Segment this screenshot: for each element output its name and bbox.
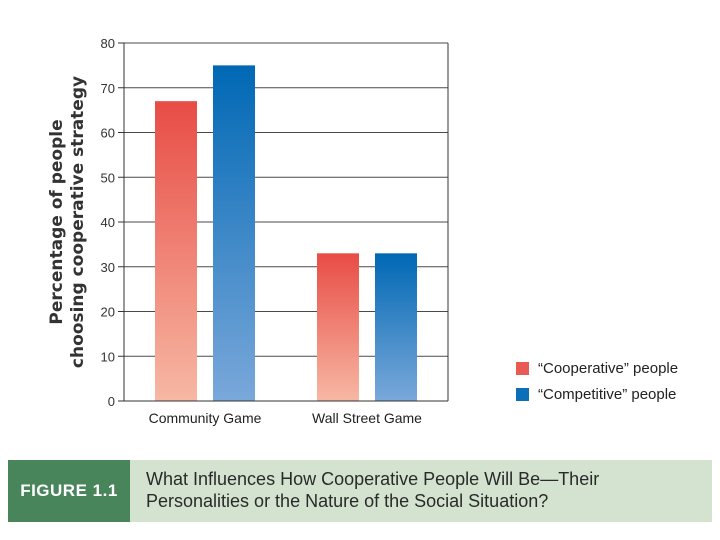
- y-tick-label: 30: [101, 260, 115, 275]
- legend-item-competitive: “Competitive” people: [516, 381, 678, 407]
- legend-swatch-competitive: [516, 387, 529, 401]
- y-axis-label-line2: choosing cooperative strategy: [68, 76, 88, 368]
- y-tick-label: 0: [108, 394, 115, 409]
- y-tick-label: 10: [101, 349, 115, 364]
- bar-competitive-wallstreet: [375, 253, 417, 401]
- bar-competitive-community: [213, 65, 255, 401]
- y-tick-label: 20: [101, 305, 115, 320]
- legend-item-cooperative: “Cooperative” people: [516, 355, 678, 381]
- legend-label-competitive: “Competitive” people: [538, 385, 677, 403]
- figure-title-line2: Personalities or the Nature of the Socia…: [146, 491, 549, 511]
- bar-cooperative-wallstreet: [317, 253, 359, 401]
- figure-caption: FIGURE 1.1 What Influences How Cooperati…: [8, 460, 712, 522]
- bar-cooperative-community: [155, 101, 197, 402]
- bar-chart: 0 10 20 30 40 50 60 70 80 Community Game Wall Stre…: [47, 36, 449, 426]
- y-tick-label: 70: [101, 81, 115, 96]
- y-tick-label: 50: [101, 170, 115, 185]
- x-category-label: Community Game: [149, 410, 262, 426]
- legend-swatch-cooperative: [516, 361, 529, 375]
- y-axis-label-line1: Percentage of people: [47, 119, 67, 324]
- legend-label-cooperative: “Cooperative” people: [538, 359, 679, 377]
- x-category-label: Wall Street Game: [312, 410, 422, 426]
- figure-title: What Influences How Cooperative People W…: [130, 460, 666, 522]
- legend: “Cooperative” people “Competitive” peopl…: [516, 355, 678, 407]
- y-tick-label: 40: [101, 215, 115, 230]
- figure-number: FIGURE 1.1: [8, 460, 130, 522]
- y-tick-label: 80: [101, 36, 115, 51]
- y-tick-label: 60: [101, 126, 115, 141]
- figure-title-line1: What Influences How Cooperative People W…: [146, 469, 600, 489]
